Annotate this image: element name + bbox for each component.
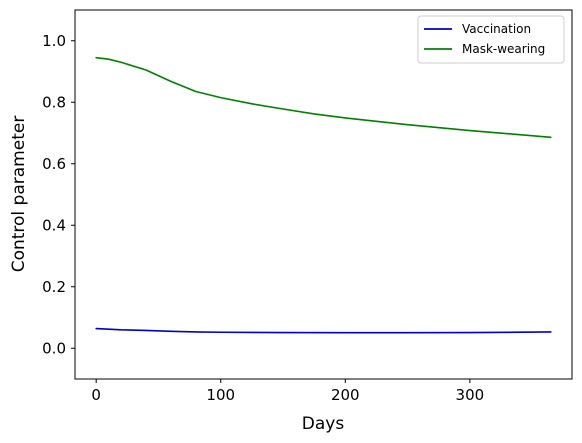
x-tick-label: 300 [456,386,485,404]
x-tick-label: 200 [331,386,360,404]
series-line-vaccination [95,327,552,334]
plot-area [74,9,573,380]
legend-label: Mask-wearing [462,42,545,56]
y-axis-label: Control parameter [9,116,29,273]
y-tick-label: 0.2 [42,278,66,296]
legend: Vaccination Mask-wearing [417,15,565,64]
series-line-mask-wearing [95,56,552,139]
y-tick-label: 0.6 [42,155,66,173]
y-tick-label: 0.0 [42,339,66,357]
y-tick-label: 0.8 [42,93,66,111]
x-tick-label: 100 [206,386,235,404]
x-tick-label: 0 [91,386,101,404]
series-layer [95,56,552,334]
x-axis-label: Days [302,414,345,434]
y-axis: 0.0 0.2 0.4 0.6 0.8 1.0 [42,32,75,357]
y-tick-label: 1.0 [42,32,66,50]
legend-box [417,15,565,64]
x-axis: 0 100 200 300 [91,379,484,404]
y-tick-label: 0.4 [42,216,66,234]
legend-label: Vaccination [462,22,531,36]
